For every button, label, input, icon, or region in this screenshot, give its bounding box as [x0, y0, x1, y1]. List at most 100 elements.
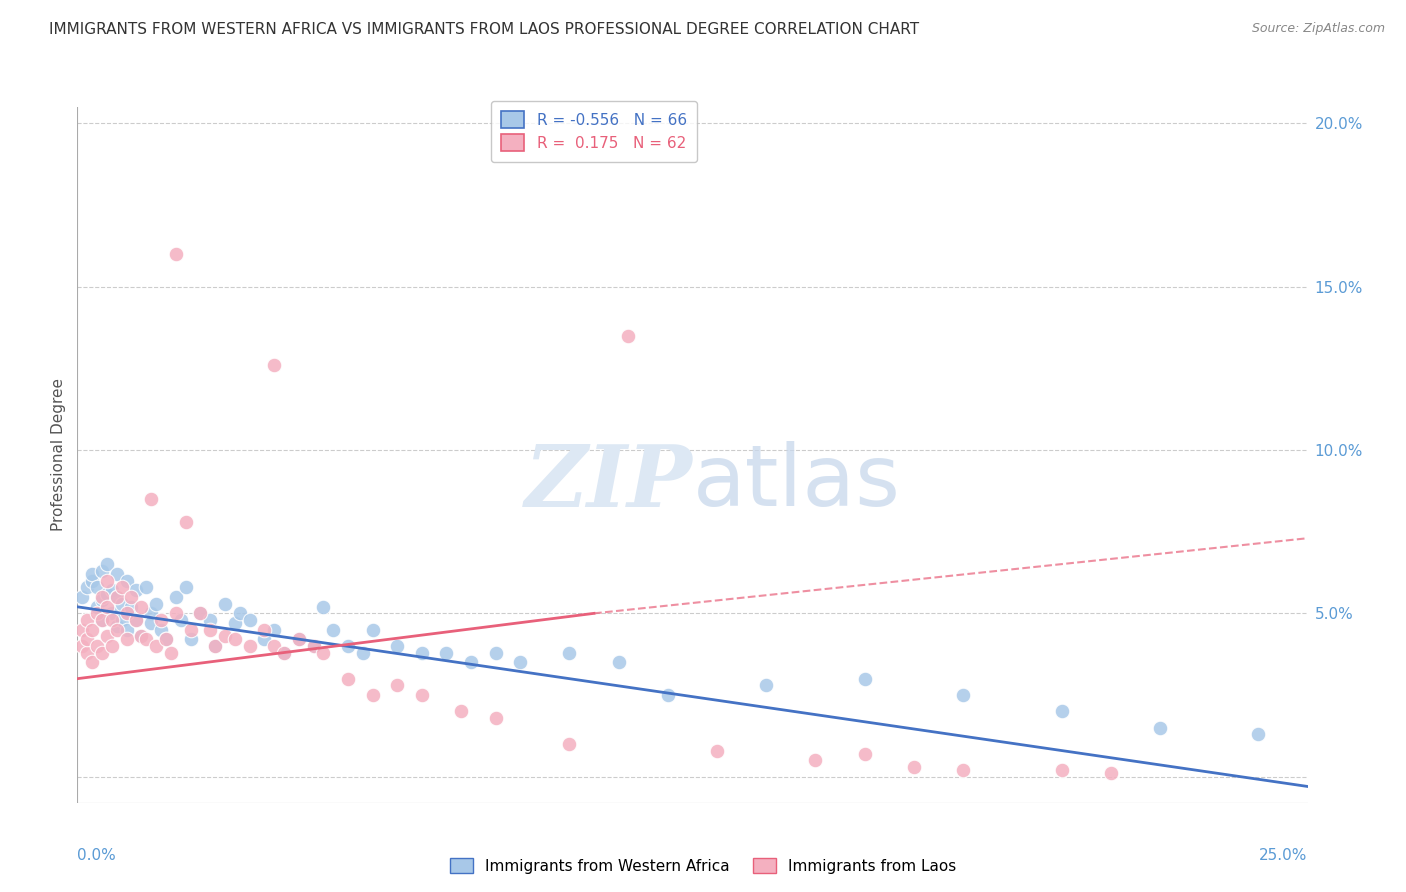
Point [90, 564, 114, 578]
Point [903, 760, 925, 774]
Point [105, 590, 128, 604]
Point [288, 632, 311, 647]
Point [125, 613, 148, 627]
Text: 25.0%: 25.0% [1260, 848, 1308, 863]
Point [411, 688, 433, 702]
Point [1050, 763, 1073, 777]
Point [460, 656, 482, 670]
Point [200, 613, 222, 627]
Point [1050, 704, 1073, 718]
Point [90, 593, 114, 607]
Point [145, 597, 167, 611]
Point [111, 580, 132, 594]
Point [131, 629, 153, 643]
Point [125, 613, 148, 627]
Point [1099, 766, 1122, 780]
Point [239, 613, 262, 627]
Point [239, 639, 262, 653]
Point [131, 629, 153, 643]
Point [145, 639, 167, 653]
Point [361, 688, 384, 702]
Point [170, 613, 193, 627]
Point [125, 583, 148, 598]
Point [558, 646, 581, 660]
Point [150, 623, 173, 637]
Point [1149, 721, 1171, 735]
Point [302, 639, 325, 653]
Point [82, 567, 104, 582]
Point [706, 743, 728, 757]
Point [853, 747, 876, 761]
Point [70, 639, 93, 653]
Point [174, 515, 197, 529]
Point [273, 646, 295, 660]
Point [150, 613, 173, 627]
Point [263, 623, 285, 637]
Point [253, 623, 276, 637]
Point [253, 632, 276, 647]
Point [101, 583, 124, 598]
Point [273, 646, 295, 660]
Point [337, 672, 360, 686]
Point [82, 623, 104, 637]
Point [121, 599, 143, 614]
Text: IMMIGRANTS FROM WESTERN AFRICA VS IMMIGRANTS FROM LAOS PROFESSIONAL DEGREE CORRE: IMMIGRANTS FROM WESTERN AFRICA VS IMMIGR… [49, 22, 920, 37]
Point [411, 646, 433, 660]
Point [755, 678, 778, 692]
Point [111, 597, 132, 611]
Point [174, 580, 197, 594]
Point [436, 646, 458, 660]
Point [337, 639, 360, 653]
Point [115, 574, 138, 588]
Point [105, 619, 128, 633]
Point [76, 580, 98, 594]
Point [617, 328, 640, 343]
Point [200, 623, 222, 637]
Point [105, 590, 128, 604]
Point [90, 613, 114, 627]
Point [105, 623, 128, 637]
Point [352, 646, 374, 660]
Point [952, 763, 974, 777]
Point [180, 623, 202, 637]
Point [70, 590, 93, 604]
Point [224, 616, 246, 631]
Point [90, 590, 114, 604]
Text: 0.0%: 0.0% [77, 848, 117, 863]
Y-axis label: Professional Degree: Professional Degree [51, 378, 66, 532]
Point [135, 580, 157, 594]
Point [214, 629, 236, 643]
Point [101, 607, 124, 621]
Point [115, 607, 138, 621]
Point [485, 646, 508, 660]
Point [229, 607, 252, 621]
Point [96, 574, 118, 588]
Point [121, 590, 143, 604]
Point [190, 607, 212, 621]
Point [607, 656, 630, 670]
Point [135, 632, 157, 647]
Point [141, 607, 163, 621]
Point [86, 580, 108, 594]
Point [96, 558, 118, 572]
Point [853, 672, 876, 686]
Point [204, 639, 226, 653]
Text: ZIP: ZIP [524, 441, 693, 524]
Point [657, 688, 679, 702]
Point [224, 632, 246, 647]
Point [214, 597, 236, 611]
Point [155, 632, 177, 647]
Point [90, 613, 114, 627]
Text: atlas: atlas [693, 442, 900, 524]
Point [131, 599, 153, 614]
Point [90, 646, 114, 660]
Legend: R = -0.556   N = 66, R =  0.175   N = 62: R = -0.556 N = 66, R = 0.175 N = 62 [491, 101, 697, 161]
Point [190, 607, 212, 621]
Point [387, 678, 409, 692]
Point [312, 599, 335, 614]
Point [804, 753, 827, 767]
Point [141, 491, 163, 506]
Point [485, 711, 508, 725]
Point [96, 599, 118, 614]
Point [509, 656, 531, 670]
